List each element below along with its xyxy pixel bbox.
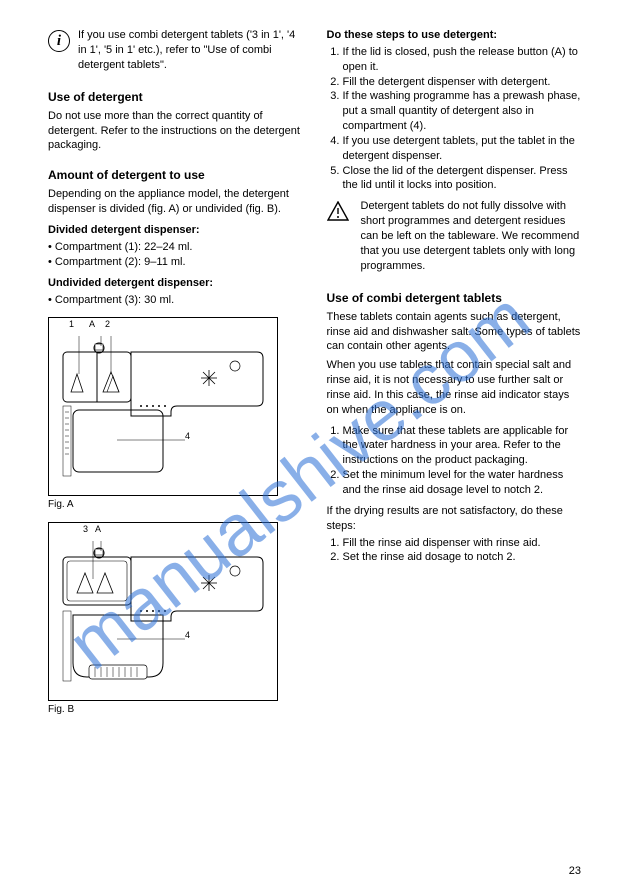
heading-divided: Divided detergent dispenser:	[48, 224, 200, 236]
diagram-a: 1 A 2 4	[48, 317, 278, 496]
figure-b-label: Fig. B	[48, 703, 303, 717]
step-4: If you use detergent tablets, put the ta…	[343, 134, 582, 164]
step-8: Fill the rinse aid dispenser with rinse …	[343, 536, 582, 551]
warning-text: Detergent tablets do not fully dissolve …	[361, 199, 582, 273]
diagA-label-A: A	[89, 318, 95, 330]
li-comp3: Compartment (3): 30 ml.	[48, 293, 303, 308]
diagram-b: 3 A 4	[48, 522, 278, 701]
diagram-b-svg	[57, 535, 267, 685]
right-column: Do these steps to use detergent: If the …	[327, 28, 582, 716]
combi-steps: Make sure that these tablets are applica…	[327, 424, 582, 498]
left-column: i If you use combi detergent tablets ('3…	[48, 28, 303, 716]
heading-steps: Do these steps to use detergent:	[327, 29, 498, 41]
info-block: i If you use combi detergent tablets ('3…	[48, 28, 303, 75]
warning-block: Detergent tablets do not fully dissolve …	[327, 199, 582, 275]
step-6: Make sure that these tablets are applica…	[343, 424, 582, 469]
step-9: Set the rinse aid dosage to notch 2.	[343, 550, 582, 565]
p-combi-2: When you use tablets that contain specia…	[327, 358, 582, 417]
info-paragraph: If you use combi detergent tablets ('3 i…	[78, 28, 303, 73]
diagB-label-A: A	[95, 523, 101, 535]
diagB-label-4: 4	[185, 629, 190, 641]
figure-a-label: Fig. A	[48, 498, 303, 512]
list-divided: Compartment (1): 22–24 ml. Compartment (…	[48, 240, 303, 270]
heading-combi: Use of combi detergent tablets	[327, 290, 582, 306]
p-dispenser-models: Depending on the appliance model, the de…	[48, 187, 303, 217]
step-5: Close the lid of the detergent dispenser…	[343, 164, 582, 194]
heading-amount: Amount of detergent to use	[48, 167, 303, 183]
list-undivided: Compartment (3): 30 ml.	[48, 293, 303, 308]
info-icon: i	[48, 30, 70, 52]
diagram-a-svg	[57, 330, 267, 480]
heading-undivided: Undivided detergent dispenser:	[48, 277, 213, 289]
step-2: Fill the detergent dispenser with deterg…	[343, 75, 582, 90]
page-number: 23	[569, 864, 581, 879]
diagA-label-4: 4	[185, 430, 190, 442]
steps-list: If the lid is closed, push the release b…	[327, 45, 582, 193]
p-drying: If the drying results are not satisfacto…	[327, 504, 582, 534]
diagA-label-1: 1	[69, 318, 74, 330]
heading-use-detergent: Use of detergent	[48, 89, 303, 105]
step-1: If the lid is closed, push the release b…	[343, 45, 582, 75]
diagA-label-2: 2	[105, 318, 110, 330]
step-3: If the washing programme has a prewash p…	[343, 89, 582, 134]
page-body: i If you use combi detergent tablets ('3…	[0, 0, 629, 736]
p-combi-1: These tablets contain agents such as det…	[327, 310, 582, 355]
diagB-label-3: 3	[83, 523, 88, 535]
step-7: Set the minimum level for the water hard…	[343, 468, 582, 498]
warning-icon	[327, 201, 349, 221]
li-comp2: Compartment (2): 9–11 ml.	[48, 255, 303, 270]
p-detergent-qty: Do not use more than the correct quantit…	[48, 109, 303, 154]
drying-steps: Fill the rinse aid dispenser with rinse …	[327, 536, 582, 566]
li-comp1: Compartment (1): 22–24 ml.	[48, 240, 303, 255]
